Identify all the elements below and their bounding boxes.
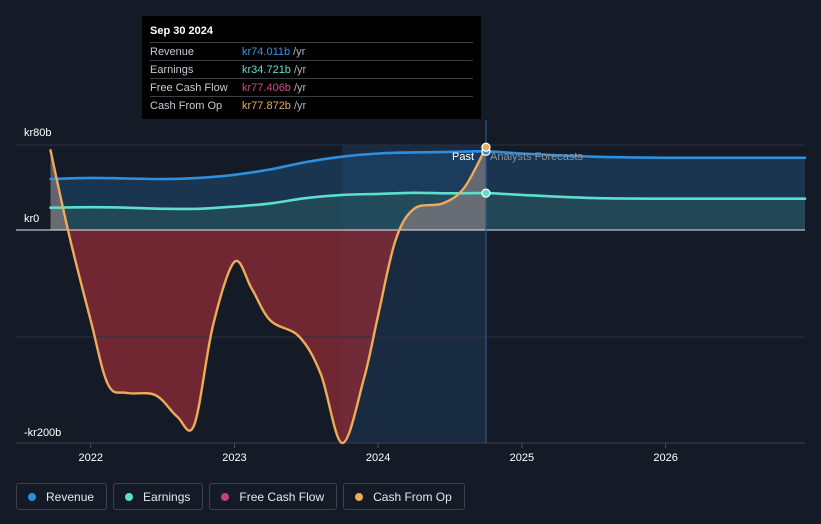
series-areas (50, 147, 805, 444)
past-label: Past (452, 151, 474, 163)
tooltip-row-revenue: Revenue kr74.011b /yr (150, 42, 473, 60)
tooltip-value: kr77.406b (242, 81, 291, 94)
tooltip-date: Sep 30 2024 (150, 25, 213, 37)
hover-markers (481, 142, 491, 198)
legend-label: Earnings (143, 489, 191, 504)
x-tick-label: 2024 (366, 452, 390, 464)
axis-labels: kr80b kr0 -kr200b Past Analysts Forecast… (24, 127, 583, 439)
tooltip-value: kr34.721b (242, 63, 291, 76)
revenue-line (49, 150, 807, 181)
tooltip-unit: /yr (293, 63, 307, 76)
legend-item-cash-from-op[interactable]: Cash From Op (343, 483, 465, 510)
legend-dot-icon (28, 492, 36, 501)
revenue-area (50, 151, 805, 230)
earnings-line (49, 191, 807, 211)
y-tick-label-top: kr80b (24, 127, 52, 139)
tooltip-label: Free Cash Flow (150, 81, 228, 94)
tooltip-value: kr74.011b (242, 45, 291, 58)
legend-dot-icon (221, 492, 230, 501)
legend-item-free-cash-flow[interactable]: Free Cash Flow (209, 483, 338, 510)
chart-legend: Revenue Earnings Free Cash Flow Cash Fro… (16, 483, 465, 510)
x-axis-ticks: 2022 2023 2024 2025 2026 (78, 443, 678, 464)
legend-dot-icon (355, 492, 364, 501)
legend-label: Free Cash Flow (239, 489, 325, 504)
legend-label: Cash From Op (373, 489, 452, 504)
tooltip-unit: /yr (293, 81, 307, 94)
tooltip-row-cash-from-op: Cash From Op kr77.872b /yr (150, 96, 473, 114)
series-lines (49, 146, 807, 445)
tooltip-value: kr77.872b (242, 99, 291, 112)
legend-item-earnings[interactable]: Earnings (113, 483, 204, 510)
cash-from-op-positive-area (50, 147, 486, 230)
tooltip-unit: /yr (293, 45, 306, 58)
y-tick-label-zero: kr0 (24, 213, 39, 225)
x-tick-label: 2022 (78, 452, 102, 464)
legend-item-revenue[interactable]: Revenue (16, 483, 108, 510)
forecast-label: Analysts Forecasts (490, 151, 583, 163)
tooltip-row-earnings: Earnings kr34.721b /yr (150, 60, 473, 78)
cash-from-op-marker (481, 142, 491, 152)
x-tick-label: 2025 (510, 452, 534, 464)
x-tick-label: 2026 (653, 452, 677, 464)
tooltip-label: Earnings (150, 63, 194, 76)
tooltip-row-free-cash-flow: Free Cash Flow kr77.406b /yr (150, 78, 473, 96)
tooltip-label: Cash From Op (150, 99, 223, 112)
tooltip-label: Revenue (150, 45, 195, 58)
y-tick-label-bottom: -kr200b (24, 427, 61, 439)
data-tooltip: Sep 30 2024 Revenue kr74.011b /yr Earnin… (142, 16, 481, 119)
earnings-marker (481, 188, 491, 198)
cash-from-op-negative-area (50, 230, 486, 444)
legend-dot-icon (125, 492, 134, 501)
cash-from-op-line (49, 146, 488, 445)
tooltip-unit: /yr (293, 99, 307, 112)
legend-label: Revenue (46, 489, 95, 504)
gridlines (16, 120, 805, 444)
x-tick-label: 2023 (222, 452, 246, 464)
